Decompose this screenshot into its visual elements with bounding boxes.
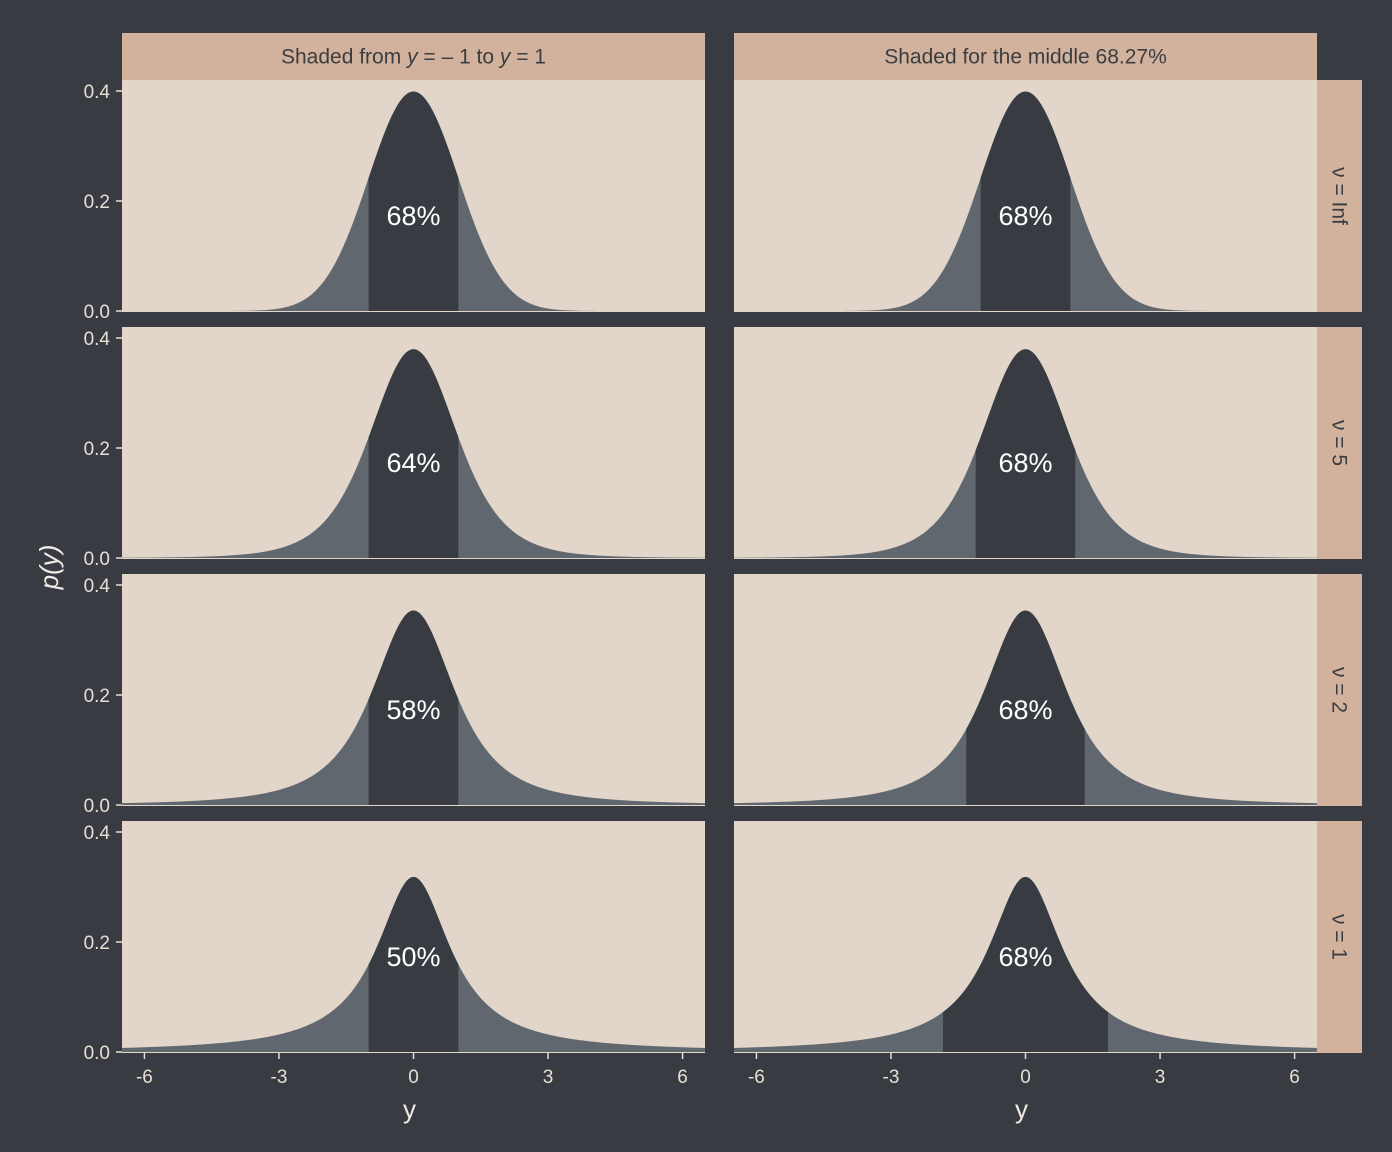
row-strip-background bbox=[1317, 574, 1362, 806]
percent-label: 68% bbox=[386, 201, 440, 231]
percent-label: 64% bbox=[386, 448, 440, 478]
panel-r4-c1: 50% bbox=[122, 821, 705, 1053]
percent-label: 58% bbox=[386, 695, 440, 725]
density-shaded-area bbox=[368, 91, 459, 311]
x-axis-title: y bbox=[403, 1094, 416, 1124]
y-tick-label: 0.0 bbox=[84, 1043, 110, 1064]
row-strip-2: ν = 5 bbox=[1317, 327, 1362, 559]
density-shaded-area bbox=[975, 349, 1076, 558]
row-strip-label: ν = 2 bbox=[1328, 667, 1351, 713]
column-strip-background bbox=[734, 33, 1317, 80]
panel-r1-c2: 68% bbox=[734, 80, 1317, 312]
density-shaded-area bbox=[980, 91, 1071, 311]
strip-text-part: y bbox=[405, 46, 419, 69]
row-strip-background bbox=[1317, 80, 1362, 312]
row-strip-1: ν = Inf bbox=[1317, 80, 1362, 312]
y-tick-label: 0.2 bbox=[84, 439, 110, 460]
column-strip-label: Shaded for the middle 68.27% bbox=[884, 46, 1167, 69]
strip-text-part: = 1 bbox=[510, 46, 546, 69]
percent-label: 68% bbox=[998, 201, 1052, 231]
column-strip-2: Shaded for the middle 68.27% bbox=[734, 33, 1317, 80]
y-tick-label: 0.2 bbox=[84, 686, 110, 707]
y-tick-label: 0.0 bbox=[84, 549, 110, 570]
x-tick-label: 6 bbox=[677, 1067, 688, 1088]
panel-r4-c2: 68% bbox=[734, 821, 1317, 1053]
y-tick-label: 0.0 bbox=[84, 796, 110, 817]
panel-r3-c1: 58% bbox=[122, 574, 705, 806]
row-strip-label: ν = 1 bbox=[1328, 914, 1351, 960]
column-strip-label: Shaded from y = – 1 to y = 1 bbox=[281, 46, 546, 69]
y-axis-title: p(y) bbox=[34, 545, 64, 591]
row-strip-label: ν = Inf bbox=[1328, 167, 1351, 225]
percent-label: 68% bbox=[998, 695, 1052, 725]
row-strip-3: ν = 2 bbox=[1317, 574, 1362, 806]
y-tick-label: 0.4 bbox=[84, 329, 111, 350]
x-tick-label: 3 bbox=[1155, 1067, 1166, 1088]
y-tick-label: 0.2 bbox=[84, 192, 110, 213]
x-tick-label: -6 bbox=[136, 1067, 153, 1088]
row-strip-4: ν = 1 bbox=[1317, 821, 1362, 1053]
strip-text-part: y bbox=[498, 46, 512, 69]
density-shaded-area bbox=[368, 610, 459, 805]
y-tick-label: 0.4 bbox=[84, 576, 111, 597]
row-strip-background bbox=[1317, 327, 1362, 559]
x-tick-label: 3 bbox=[543, 1067, 554, 1088]
percent-label: 50% bbox=[386, 942, 440, 972]
x-tick-label: -6 bbox=[748, 1067, 765, 1088]
density-shaded-area bbox=[368, 349, 459, 558]
density-shaded-area bbox=[368, 876, 459, 1052]
strip-text-part: Shaded for the middle 68.27% bbox=[884, 46, 1167, 69]
x-axis-title: y bbox=[1015, 1094, 1028, 1124]
percent-label: 68% bbox=[998, 942, 1052, 972]
percent-label: 68% bbox=[998, 448, 1052, 478]
strip-text-part: = – 1 to bbox=[418, 46, 500, 69]
panel-r2-c1: 64% bbox=[122, 327, 705, 559]
x-tick-label: 6 bbox=[1289, 1067, 1300, 1088]
row-strip-label: ν = 5 bbox=[1328, 420, 1351, 466]
column-strip-1: Shaded from y = – 1 to y = 1 bbox=[122, 33, 705, 80]
row-strip-background bbox=[1317, 821, 1362, 1053]
density-shaded-area bbox=[942, 876, 1109, 1052]
y-tick-label: 0.0 bbox=[84, 302, 110, 323]
x-tick-label: -3 bbox=[883, 1067, 900, 1088]
strip-text-part: Shaded from bbox=[281, 46, 407, 69]
column-strip-background bbox=[122, 33, 705, 80]
panel-r3-c2: 68% bbox=[734, 574, 1317, 806]
x-tick-label: -3 bbox=[271, 1067, 288, 1088]
density-shaded-area bbox=[966, 610, 1085, 805]
y-tick-label: 0.4 bbox=[84, 823, 111, 844]
y-tick-label: 0.2 bbox=[84, 933, 110, 954]
x-tick-label: 0 bbox=[1020, 1067, 1031, 1088]
y-tick-label: 0.4 bbox=[84, 82, 111, 103]
panel-r1-c1: 68% bbox=[122, 80, 705, 312]
x-tick-label: 0 bbox=[408, 1067, 419, 1088]
panel-r2-c2: 68% bbox=[734, 327, 1317, 559]
